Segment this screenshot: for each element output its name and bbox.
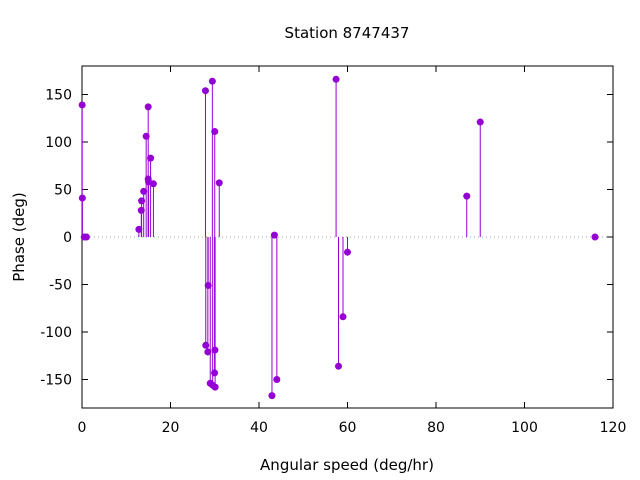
data-point — [142, 132, 150, 140]
data-point — [215, 179, 223, 187]
data-point — [339, 313, 347, 321]
data-point — [211, 383, 219, 391]
data-point — [476, 118, 484, 126]
y-tick-label: 0 — [63, 230, 72, 246]
data-point — [204, 281, 212, 289]
data-impulses — [81, 79, 481, 396]
data-point — [140, 187, 148, 195]
data-points — [78, 75, 599, 400]
data-point — [211, 128, 219, 136]
x-tick-label: 100 — [511, 420, 538, 436]
x-tick-label: 0 — [78, 420, 87, 436]
data-point — [78, 194, 86, 202]
data-point — [144, 103, 152, 111]
data-point — [211, 346, 219, 354]
data-point — [82, 233, 90, 241]
y-axis-label: Phase (deg) — [10, 192, 28, 282]
data-point — [273, 376, 281, 383]
data-point — [270, 231, 278, 239]
data-point — [332, 75, 340, 83]
y-tick-label: 100 — [45, 135, 72, 151]
data-point — [208, 77, 216, 85]
x-axis-ticks: 0 20 40 60 80 100 120 — [78, 66, 627, 436]
data-point — [201, 87, 209, 95]
data-point — [202, 341, 210, 349]
y-tick-label: -50 — [49, 278, 72, 294]
y-tick-label: 150 — [45, 88, 72, 104]
y-axis-ticks: -150 -100 -50 0 50 100 150 — [40, 88, 613, 389]
data-point — [591, 233, 599, 241]
data-point — [204, 348, 212, 356]
data-point — [78, 101, 86, 109]
y-tick-label: -100 — [40, 325, 72, 341]
data-point — [137, 206, 145, 214]
data-point — [268, 392, 276, 400]
data-point — [335, 362, 343, 370]
x-axis-label: Angular speed (deg/hr) — [260, 456, 434, 474]
data-point — [344, 248, 351, 256]
y-tick-label: 50 — [54, 183, 72, 199]
data-point — [463, 192, 471, 200]
data-point — [138, 197, 146, 205]
x-tick-label: 60 — [339, 420, 357, 436]
data-point — [211, 369, 219, 377]
x-tick-label: 40 — [250, 420, 268, 436]
x-tick-label: 20 — [162, 420, 180, 436]
x-tick-label: 120 — [600, 420, 627, 436]
data-point — [147, 154, 155, 162]
y-tick-label: -150 — [40, 373, 72, 389]
data-point — [149, 180, 157, 188]
x-tick-label: 80 — [427, 420, 445, 436]
chart-title: Station 8747437 — [285, 24, 410, 42]
data-point — [135, 225, 143, 233]
